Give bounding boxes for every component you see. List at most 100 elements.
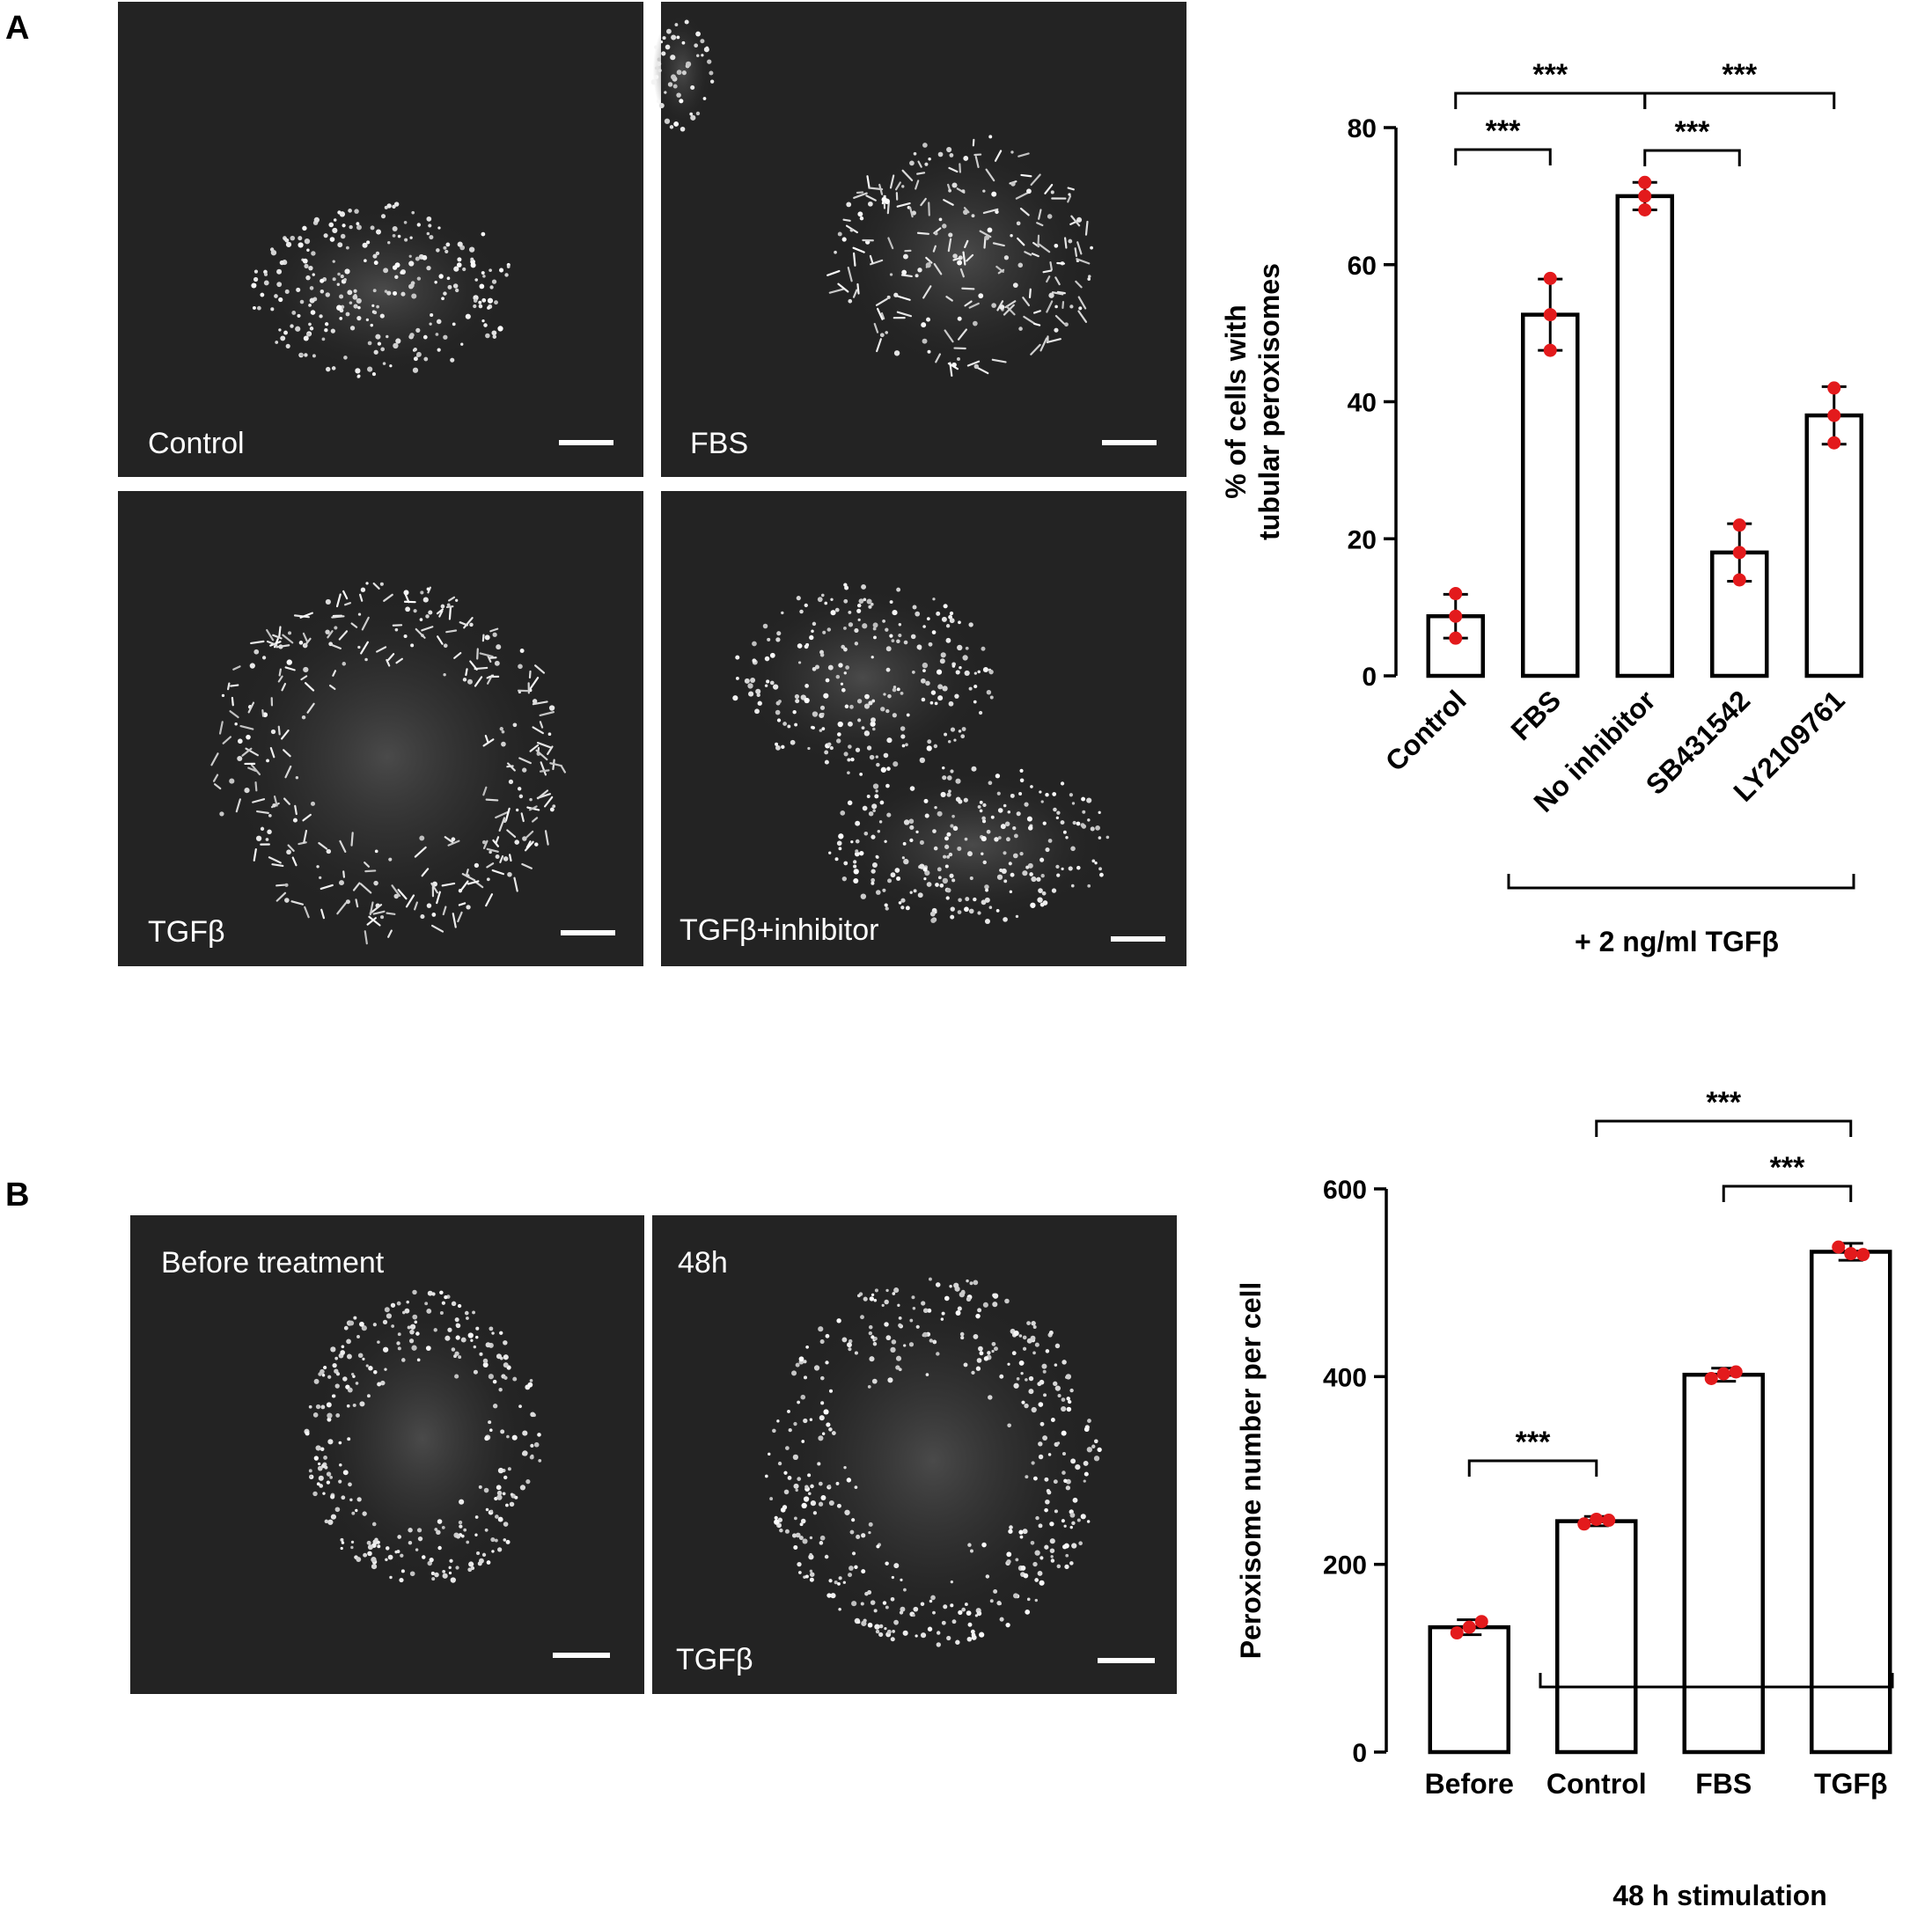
panel-letter-b: B <box>5 1177 29 1214</box>
data-point <box>1827 436 1841 450</box>
chart-a: 0 20 40 60 80 % of cells withtubular peroxiso… <box>1220 58 1863 890</box>
micrograph-label: 48h <box>678 1246 728 1280</box>
significance-stars: *** <box>1486 114 1521 148</box>
data-point <box>1716 1367 1730 1381</box>
data-point <box>1844 1247 1858 1261</box>
micrograph-label: TGFβ+inhibitor <box>680 913 878 947</box>
data-point <box>1543 271 1557 285</box>
category-label: Before <box>1425 1768 1514 1800</box>
micrograph-a-control: Control <box>118 2 643 477</box>
significance-stars: *** <box>1675 115 1710 149</box>
significance-stars: *** <box>1722 58 1757 92</box>
cell-fluorescence <box>764 1277 1102 1647</box>
data-point <box>1732 518 1746 532</box>
significance-stars: *** <box>1516 1426 1551 1459</box>
bar <box>1615 194 1674 678</box>
scale-bar <box>1098 1658 1155 1663</box>
significance-stars: *** <box>1706 1086 1741 1119</box>
significance-stars: *** <box>1770 1151 1805 1184</box>
bar <box>1682 1372 1765 1755</box>
significance-bracket <box>1454 148 1552 165</box>
cell-fluorescence <box>251 202 511 378</box>
data-point <box>1543 308 1557 322</box>
y-tick-label: 400 <box>1323 1363 1367 1392</box>
y-tick-label: 20 <box>1348 525 1377 554</box>
data-point <box>1832 1240 1846 1254</box>
data-point <box>1827 408 1841 422</box>
category-label: FBS <box>1504 684 1567 746</box>
category-label: FBS <box>1695 1768 1752 1800</box>
data-point <box>1543 343 1557 357</box>
cell-fluorescence <box>826 135 1093 378</box>
data-point <box>1577 1517 1591 1531</box>
micrograph-b-48h: 48h TGFβ <box>652 1215 1177 1694</box>
scale-bar <box>1111 936 1165 942</box>
data-point <box>1856 1248 1870 1262</box>
group-bracket <box>1539 1673 1894 1689</box>
scale-bar <box>1102 440 1157 445</box>
chart-b: 0 200 400 600 Peroxisome number per cell Befo… <box>1235 1086 1894 1800</box>
data-point <box>1732 573 1746 587</box>
bar <box>1555 1519 1638 1755</box>
scale-bar <box>561 930 615 935</box>
data-point <box>1638 202 1652 216</box>
panel-letter-a: A <box>5 10 29 47</box>
bar <box>1810 1250 1892 1755</box>
data-point <box>1827 381 1841 395</box>
y-tick-label: 0 <box>1362 663 1377 692</box>
micrograph-label: FBS <box>690 427 748 460</box>
data-point <box>1732 546 1746 560</box>
significance-bracket <box>1595 1119 1853 1137</box>
y-axis-title: Peroxisome number per cell <box>1235 1282 1267 1660</box>
y-tick-label: 80 <box>1348 114 1377 143</box>
y-tick-label: 200 <box>1323 1551 1367 1580</box>
cell-fluorescence <box>304 1289 542 1583</box>
scale-bar <box>559 440 613 445</box>
group-label-b: 48 h stimulation <box>1612 1880 1827 1911</box>
group-label-a: + 2 ng/ml TGFβ <box>1575 926 1779 957</box>
data-point <box>1590 1512 1604 1526</box>
significance-stars: *** <box>1532 58 1568 92</box>
micrograph-a-tgfb-inhibitor: TGFβ+inhibitor <box>661 491 1186 966</box>
micrograph-a-tgfb: TGFβ <box>118 491 643 966</box>
data-point <box>1449 587 1463 601</box>
data-point <box>1474 1615 1488 1629</box>
bar <box>1804 413 1863 678</box>
cell-fluorescence <box>828 766 1111 925</box>
data-point <box>1449 609 1463 623</box>
cell-fluorescence <box>650 11 715 132</box>
data-point <box>1638 189 1652 203</box>
micrograph-a-fbs: FBS <box>650 2 1186 477</box>
data-point <box>1729 1365 1743 1379</box>
data-point <box>1638 175 1652 189</box>
significance-bracket <box>1722 1184 1853 1202</box>
significance-bracket <box>1643 149 1741 166</box>
micrograph-label: Before treatment <box>161 1246 385 1280</box>
bar <box>1428 1624 1510 1755</box>
y-tick-label: 0 <box>1352 1739 1367 1768</box>
data-point <box>1462 1620 1476 1634</box>
data-point <box>1704 1371 1718 1385</box>
group-bracket <box>1507 874 1855 890</box>
micrograph-b-before: Before treatment <box>130 1215 644 1694</box>
scale-bar <box>553 1653 610 1658</box>
y-tick-label: 60 <box>1348 252 1377 281</box>
significance-bracket <box>1643 92 1836 109</box>
significance-bracket <box>1454 92 1647 109</box>
y-tick-label: 600 <box>1323 1176 1367 1205</box>
micrograph-label: TGFβ <box>148 915 225 949</box>
cell-fluorescence <box>732 583 994 776</box>
micrograph-label: Control <box>148 427 245 460</box>
category-label: TGFβ <box>1814 1768 1888 1800</box>
y-tick-label: 40 <box>1348 389 1377 418</box>
category-label: Control <box>1379 684 1473 777</box>
bar <box>1521 312 1580 678</box>
data-point <box>1449 631 1463 645</box>
data-point <box>1602 1514 1616 1528</box>
cell-fluorescence <box>210 582 567 945</box>
category-label: Control <box>1546 1768 1647 1800</box>
data-point <box>1450 1626 1464 1640</box>
micrograph-label: TGFβ <box>676 1643 753 1676</box>
y-axis-title: % of cells withtubular peroxisomes <box>1220 263 1285 540</box>
